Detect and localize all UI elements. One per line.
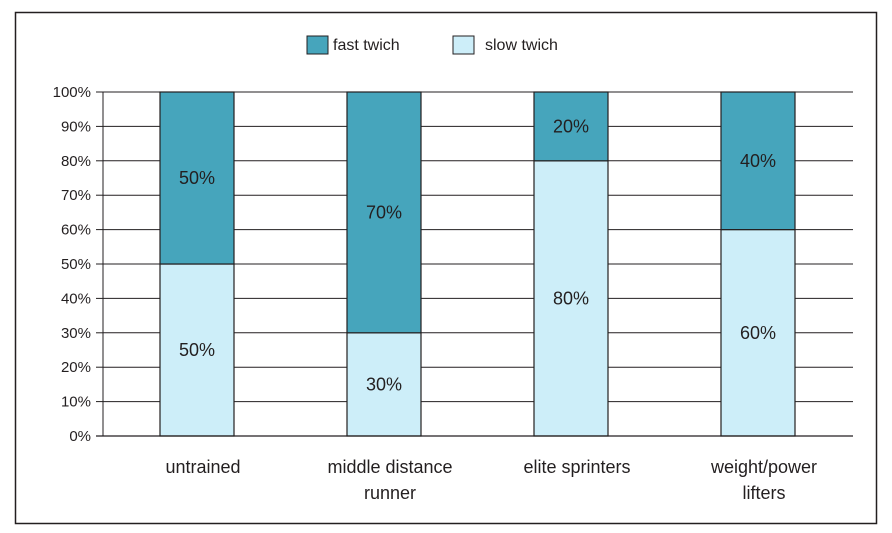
- y-tick-label: 80%: [61, 153, 91, 170]
- y-tick-label: 40%: [61, 290, 91, 307]
- bar-segment-slow-twich: [159, 263, 235, 437]
- x-category-label: untrained: [165, 457, 240, 477]
- y-axis: 0% 10% 20% 30% 40% 50% 60% 70% 80% 90% 100%: [53, 84, 104, 445]
- bar-segment-fast-twich: [720, 91, 796, 231]
- data-label: 70%: [366, 202, 402, 222]
- y-tick-label: 0%: [69, 428, 91, 445]
- data-label: 40%: [740, 151, 776, 171]
- data-label: 60%: [740, 323, 776, 343]
- legend-label-slow-twich: slow twich: [485, 37, 558, 54]
- bar-segment-slow-twich: [533, 160, 609, 437]
- data-label: 50%: [179, 340, 215, 360]
- y-tick-label: 30%: [61, 325, 91, 342]
- bar-segment-fast-twich: [159, 91, 235, 265]
- legend: fast twich slow twich: [306, 35, 558, 55]
- y-tick-label: 60%: [61, 222, 91, 239]
- x-category-label: middle distance: [327, 457, 452, 477]
- data-label: 20%: [553, 116, 589, 136]
- bar-segment-slow-twich: [720, 229, 796, 437]
- bar-segment-fast-twich: [346, 91, 422, 334]
- legend-swatch-fast-twich: [306, 35, 329, 55]
- y-tick-label: 100%: [53, 84, 91, 101]
- bar-segment-fast-twich: [533, 91, 609, 162]
- bar-segment-slow-twich: [346, 332, 422, 437]
- x-axis: untrained middle distance runner elite spri…: [96, 435, 853, 503]
- y-tick-label: 20%: [61, 359, 91, 376]
- x-category-label: runner: [364, 483, 416, 503]
- legend-swatch-slow-twich: [452, 35, 475, 55]
- y-tick-label: 70%: [61, 187, 91, 204]
- y-tick-label: 50%: [61, 256, 91, 273]
- data-labels: 50% 50% 30% 70% 80% 20% 60% 40%: [179, 116, 776, 394]
- y-tick-label: 90%: [61, 118, 91, 135]
- data-label: 80%: [553, 288, 589, 308]
- data-label: 30%: [366, 374, 402, 394]
- legend-label-fast-twich: fast twich: [333, 37, 400, 54]
- x-category-label: weight/power: [710, 457, 817, 477]
- bars: [159, 91, 796, 437]
- data-label: 50%: [179, 168, 215, 188]
- x-category-label: elite sprinters: [523, 457, 630, 477]
- y-tick-label: 10%: [61, 394, 91, 411]
- x-category-label: lifters: [742, 483, 785, 503]
